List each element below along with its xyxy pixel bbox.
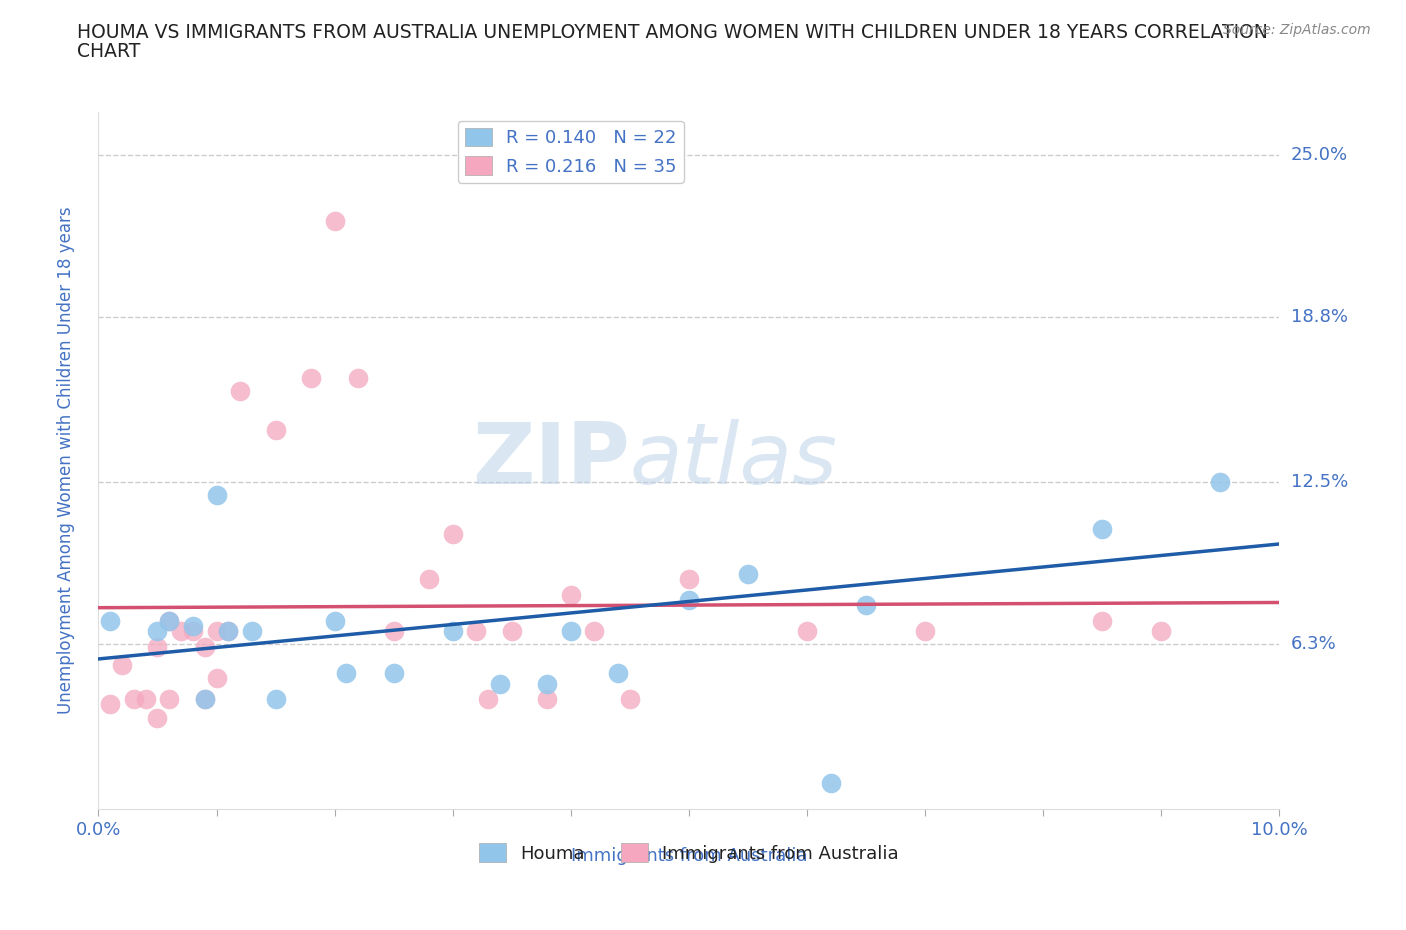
Point: [194, 640, 217, 655]
Point: [1091, 614, 1114, 629]
Point: [1091, 522, 1114, 537]
Point: [323, 614, 346, 629]
Point: [146, 711, 169, 725]
Text: 6.3%: 6.3%: [1291, 635, 1336, 654]
Text: 25.0%: 25.0%: [1291, 146, 1348, 165]
Point: [1209, 474, 1232, 489]
Point: [678, 572, 700, 587]
Text: CHART: CHART: [77, 42, 141, 60]
Point: [111, 658, 134, 672]
Point: [501, 624, 523, 639]
Point: [536, 692, 558, 707]
Point: [217, 624, 239, 639]
Point: [217, 624, 239, 639]
Point: [477, 692, 499, 707]
Point: [855, 598, 877, 613]
Y-axis label: Unemployment Among Women with Children Under 18 years: Unemployment Among Women with Children U…: [56, 206, 75, 714]
Text: 12.5%: 12.5%: [1291, 473, 1348, 491]
Point: [465, 624, 488, 639]
Point: [607, 666, 630, 681]
Point: [820, 776, 842, 790]
Point: [146, 640, 169, 655]
Point: [229, 383, 252, 398]
Point: [323, 213, 346, 228]
Point: [489, 676, 512, 691]
Legend: Houma, Immigrants from Australia: Houma, Immigrants from Australia: [471, 836, 907, 870]
Text: 18.8%: 18.8%: [1291, 309, 1347, 326]
Point: [122, 692, 145, 707]
X-axis label: Immigrants from Australia: Immigrants from Australia: [571, 847, 807, 865]
Point: [382, 666, 405, 681]
Point: [135, 692, 157, 707]
Text: Source: ZipAtlas.com: Source: ZipAtlas.com: [1223, 23, 1371, 37]
Point: [194, 692, 217, 707]
Text: HOUMA VS IMMIGRANTS FROM AUSTRALIA UNEMPLOYMENT AMONG WOMEN WITH CHILDREN UNDER : HOUMA VS IMMIGRANTS FROM AUSTRALIA UNEMP…: [77, 23, 1268, 42]
Point: [205, 624, 228, 639]
Point: [914, 624, 936, 639]
Point: [98, 698, 121, 712]
Point: [560, 624, 582, 639]
Point: [146, 624, 169, 639]
Point: [205, 488, 228, 503]
Point: [418, 572, 440, 587]
Text: ZIP: ZIP: [472, 418, 630, 502]
Point: [347, 370, 370, 385]
Point: [382, 624, 405, 639]
Point: [264, 422, 287, 437]
Point: [796, 624, 818, 639]
Point: [678, 592, 700, 607]
Point: [181, 624, 204, 639]
Point: [441, 527, 464, 542]
Point: [441, 624, 464, 639]
Point: [157, 692, 180, 707]
Point: [98, 614, 121, 629]
Point: [619, 692, 641, 707]
Point: [335, 666, 357, 681]
Point: [536, 676, 558, 691]
Point: [157, 614, 180, 629]
Point: [299, 370, 322, 385]
Text: atlas: atlas: [630, 418, 838, 502]
Point: [583, 624, 606, 639]
Point: [181, 618, 204, 633]
Point: [1150, 624, 1173, 639]
Point: [560, 587, 582, 602]
Point: [157, 614, 180, 629]
Point: [194, 692, 217, 707]
Point: [737, 566, 759, 581]
Point: [205, 671, 228, 685]
Point: [264, 692, 287, 707]
Point: [170, 624, 193, 639]
Point: [240, 624, 263, 639]
